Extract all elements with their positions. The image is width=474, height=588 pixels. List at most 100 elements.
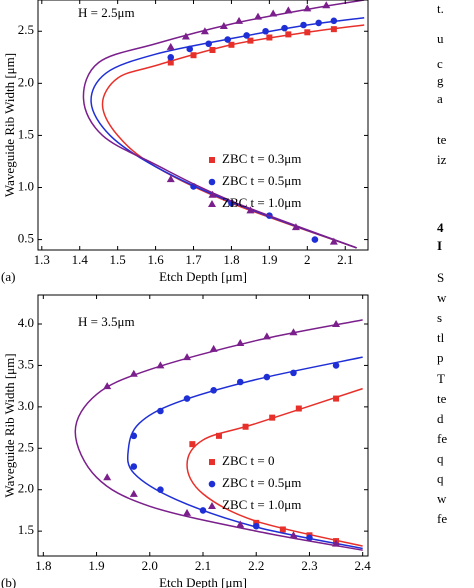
x-tick-label: 2.1 bbox=[337, 252, 353, 267]
fit-line bbox=[74, 319, 363, 551]
side-text: p bbox=[437, 350, 444, 365]
marker bbox=[236, 339, 245, 347]
y-tick-label: 2.0 bbox=[18, 74, 34, 89]
fit-line bbox=[82, 0, 365, 249]
side-text: c bbox=[437, 56, 443, 71]
marker bbox=[332, 362, 340, 369]
side-text: a bbox=[437, 91, 443, 106]
marker bbox=[157, 407, 164, 415]
marker bbox=[262, 332, 271, 340]
y-tick-label: 1.5 bbox=[18, 522, 34, 537]
marker bbox=[219, 22, 228, 30]
marker bbox=[186, 45, 194, 53]
marker bbox=[262, 27, 269, 35]
marker bbox=[332, 320, 341, 327]
side-text: t. bbox=[437, 1, 444, 16]
legend-marker bbox=[209, 157, 215, 163]
side-text: q bbox=[437, 451, 444, 466]
side-text: S bbox=[437, 270, 444, 285]
marker bbox=[183, 508, 192, 516]
legend-marker bbox=[208, 178, 216, 186]
side-text: te bbox=[437, 391, 447, 406]
side-text: T bbox=[437, 371, 445, 386]
marker bbox=[254, 12, 262, 20]
marker bbox=[210, 386, 217, 394]
x-tick-label: 2.2 bbox=[248, 558, 264, 573]
marker bbox=[266, 34, 273, 41]
side-text: fe bbox=[437, 431, 447, 446]
plot bbox=[74, 319, 363, 551]
annotation: H = 2.5μm bbox=[78, 5, 135, 20]
x-tick-label: 1.9 bbox=[261, 252, 277, 267]
marker bbox=[166, 175, 175, 183]
marker bbox=[295, 405, 302, 412]
y-tick-label: 2.5 bbox=[18, 439, 34, 454]
marker bbox=[333, 395, 340, 402]
x-tick-label: 2 bbox=[304, 252, 311, 267]
marker bbox=[236, 520, 245, 528]
legend-label: ZBC t = 0.3μm bbox=[222, 151, 301, 166]
legend-marker bbox=[208, 502, 216, 510]
marker bbox=[281, 24, 288, 32]
x-axis-label: Etch Depth [μm] bbox=[159, 269, 247, 284]
marker bbox=[330, 26, 337, 33]
side-text: tl bbox=[437, 330, 445, 345]
marker bbox=[157, 486, 164, 494]
marker bbox=[303, 4, 312, 12]
y-tick-label: 2.5 bbox=[18, 22, 34, 37]
side-text: q bbox=[437, 471, 444, 486]
marker bbox=[167, 53, 175, 61]
marker bbox=[306, 534, 313, 542]
marker bbox=[263, 373, 271, 381]
marker bbox=[130, 432, 138, 440]
marker bbox=[304, 29, 311, 36]
legend-marker bbox=[209, 459, 215, 466]
marker bbox=[284, 6, 293, 14]
marker bbox=[300, 21, 307, 29]
y-tick-label: 1.5 bbox=[18, 126, 34, 141]
fit-line bbox=[90, 16, 365, 249]
panel-label: (a) bbox=[1, 269, 15, 284]
x-tick-label: 1.7 bbox=[185, 252, 202, 267]
legend-label: ZBC t = 1.0μm bbox=[222, 497, 301, 512]
marker bbox=[269, 414, 276, 421]
legend-label: ZBC t = 0.5μm bbox=[222, 475, 301, 490]
marker bbox=[252, 522, 260, 530]
marker bbox=[279, 526, 286, 533]
side-text: te bbox=[437, 132, 447, 147]
marker bbox=[290, 369, 297, 377]
marker bbox=[208, 190, 217, 198]
plot bbox=[82, 0, 365, 249]
marker bbox=[315, 19, 322, 27]
marker bbox=[236, 378, 244, 386]
marker bbox=[103, 473, 112, 481]
marker bbox=[242, 423, 249, 430]
marker bbox=[130, 463, 138, 470]
side-text: w bbox=[437, 491, 447, 506]
marker bbox=[183, 353, 192, 361]
legend-label: ZBC t = 1.0μm bbox=[222, 195, 301, 210]
marker bbox=[330, 17, 338, 25]
marker bbox=[246, 206, 255, 214]
y-tick-label: 0.5 bbox=[18, 231, 34, 246]
marker bbox=[285, 31, 292, 38]
marker bbox=[200, 27, 209, 35]
marker bbox=[235, 16, 244, 24]
marker bbox=[247, 37, 254, 44]
side-text: I bbox=[437, 238, 442, 253]
marker bbox=[322, 1, 331, 9]
fit-line bbox=[126, 356, 363, 550]
x-tick-label: 2.1 bbox=[195, 558, 211, 573]
y-tick-label: 4.0 bbox=[18, 315, 34, 330]
x-tick-label: 1.9 bbox=[88, 558, 104, 573]
side-text: iz bbox=[437, 152, 447, 167]
marker bbox=[129, 369, 138, 377]
marker bbox=[166, 42, 175, 50]
fit-line bbox=[186, 387, 363, 547]
marker bbox=[311, 236, 319, 243]
x-tick-label: 2.0 bbox=[142, 558, 158, 573]
marker bbox=[291, 223, 300, 231]
x-tick-label: 1.3 bbox=[34, 252, 50, 267]
x-tick-label: 2.4 bbox=[355, 558, 372, 573]
